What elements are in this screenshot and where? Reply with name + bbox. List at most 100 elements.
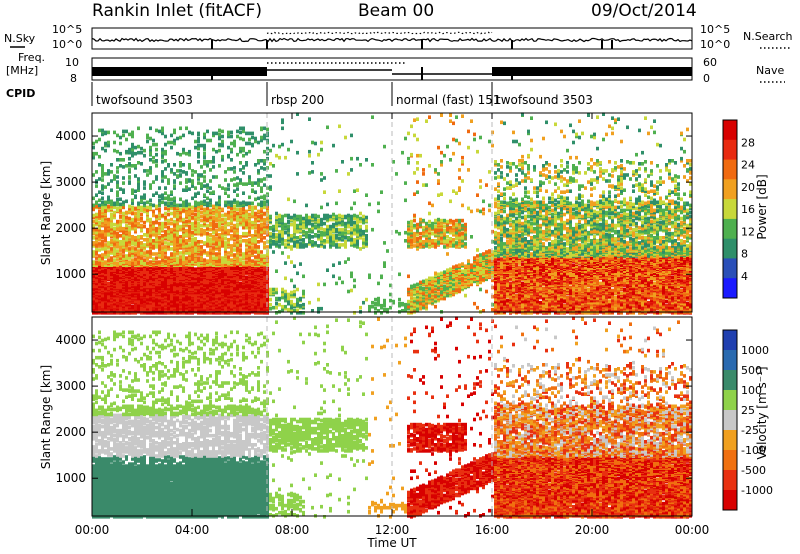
scatter-cell xyxy=(236,203,239,208)
scatter-cell xyxy=(161,258,164,262)
scatter-cell xyxy=(182,147,185,152)
cpid-segment-label: normal (fast) 151 xyxy=(396,93,500,107)
scatter-cell xyxy=(239,126,242,131)
scatter-cell xyxy=(116,180,119,184)
scatter-cell xyxy=(173,257,176,261)
scatter-cell xyxy=(140,271,143,276)
scatter-cell xyxy=(101,131,104,136)
scatter-cell xyxy=(239,210,242,215)
scatter-cell xyxy=(239,217,242,222)
scatter-cell xyxy=(101,216,104,221)
scatter-cell xyxy=(101,292,104,297)
scatter-cell xyxy=(197,221,200,226)
scatter-cell xyxy=(194,241,197,245)
scatter-cell xyxy=(143,203,146,208)
scatter-cell xyxy=(245,209,248,214)
scatter-cell xyxy=(236,222,239,227)
scatter-cell xyxy=(125,149,128,154)
scatter-cell xyxy=(119,202,122,207)
scatter-cell xyxy=(212,147,215,152)
scatter-cell xyxy=(104,255,107,259)
scatter-cell xyxy=(230,147,233,152)
scatter-cell xyxy=(155,264,158,268)
scatter-cell xyxy=(272,164,275,168)
scatter-cell xyxy=(203,179,206,183)
scatter-cell xyxy=(173,277,176,282)
scatter-cell xyxy=(104,220,107,225)
scatter-cell xyxy=(155,214,158,219)
scatter-cell xyxy=(206,235,209,239)
scatter-cell xyxy=(101,233,104,237)
scatter-cell xyxy=(113,239,116,243)
scatter-cell xyxy=(230,141,233,146)
scatter-cell xyxy=(164,245,167,249)
scatter-cell xyxy=(110,256,113,260)
scatter-cell xyxy=(206,223,209,228)
scatter-cell xyxy=(269,214,272,219)
scatter-cell xyxy=(164,175,167,179)
scatter-cell xyxy=(101,256,104,260)
noise-traces xyxy=(91,31,693,49)
scatter-cell xyxy=(149,260,152,264)
scatter-cell xyxy=(221,213,224,218)
scatter-cell xyxy=(251,201,254,206)
scatter-cell xyxy=(143,251,146,255)
scatter-cell xyxy=(101,174,104,178)
scatter-cell xyxy=(119,298,122,303)
scatter-cell xyxy=(260,200,263,205)
scatter-cell xyxy=(200,223,203,228)
scatter-cell xyxy=(110,290,113,295)
scatter-cell xyxy=(185,151,188,156)
scatter-cell xyxy=(128,260,131,264)
scatter-cell xyxy=(260,159,263,163)
scatter-cell xyxy=(101,236,104,240)
scatter-cell xyxy=(107,258,110,262)
scatter-cell xyxy=(203,249,206,253)
scatter-cell xyxy=(188,286,191,291)
scatter-cell xyxy=(161,170,164,174)
scatter-cell xyxy=(284,222,287,227)
scatter-cell xyxy=(188,231,191,236)
scatter-cell xyxy=(185,258,188,262)
scatter-cell xyxy=(197,181,200,185)
scatter-cell xyxy=(290,299,293,304)
scatter-cell xyxy=(143,245,146,249)
scatter-cell xyxy=(188,218,191,223)
scatter-cell xyxy=(146,244,149,248)
scatter-cell xyxy=(212,226,215,231)
scatter-cell xyxy=(206,189,209,193)
scatter-cell xyxy=(275,305,278,310)
scatter-cell xyxy=(179,173,182,177)
scatter-cell xyxy=(203,143,206,148)
scatter-cell xyxy=(107,250,110,254)
scatter-cell xyxy=(101,164,104,168)
scatter-cell xyxy=(155,216,158,221)
scatter-cell xyxy=(170,231,173,236)
scatter-cell xyxy=(119,151,122,156)
scatter-cell xyxy=(200,204,203,209)
scatter-cell xyxy=(155,128,158,133)
scatter-cell xyxy=(146,250,149,254)
scatter-cell xyxy=(194,139,197,144)
scatter-cell xyxy=(128,162,131,166)
scatter-cell xyxy=(200,182,203,186)
scatter-cell xyxy=(122,239,125,243)
scatter-cell xyxy=(254,205,257,210)
scatter-cell xyxy=(185,295,188,300)
scatter-cell xyxy=(212,211,215,216)
scatter-cell xyxy=(161,179,164,183)
scatter-cell xyxy=(95,214,98,219)
scatter-cell xyxy=(143,238,146,242)
scatter-cell xyxy=(119,273,122,278)
cpid-segment-label: twofsound 3503 xyxy=(96,93,193,107)
scatter-cell xyxy=(146,297,149,302)
scatter-cell xyxy=(215,131,218,136)
scatter-cell xyxy=(173,201,176,206)
scatter-cell xyxy=(107,285,110,290)
scatter-cell xyxy=(131,207,134,212)
scatter-cell xyxy=(161,153,164,158)
scatter-cell xyxy=(107,197,110,202)
scatter-cell xyxy=(155,236,158,240)
scatter-cell xyxy=(149,166,152,170)
scatter-cell xyxy=(113,212,116,217)
